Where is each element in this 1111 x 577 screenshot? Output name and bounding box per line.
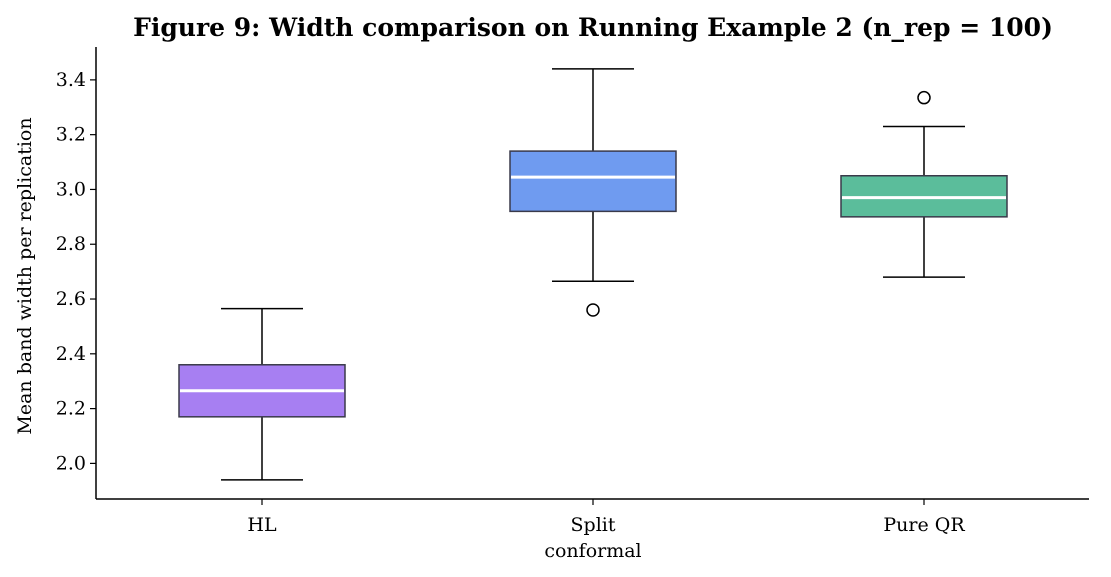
y-tick-label: 3.4 bbox=[56, 69, 86, 91]
x-tick-label: HL bbox=[247, 514, 277, 536]
chart-title: Figure 9: Width comparison on Running Ex… bbox=[133, 13, 1053, 42]
y-tick-label: 2.4 bbox=[56, 343, 86, 365]
y-tick-label: 2.8 bbox=[56, 233, 86, 255]
y-axis-label: Mean band width per replication bbox=[14, 117, 36, 434]
x-tick-label: Split bbox=[571, 514, 616, 536]
outlier-point bbox=[917, 90, 931, 105]
plot-area: 2.0 2.2 2.4 2.6 2.8 3.0 3.2 3.4 HL Split conformal… bbox=[56, 47, 1089, 562]
y-tick-label: 2.0 bbox=[56, 452, 86, 474]
y-tick-label: 2.6 bbox=[56, 288, 86, 310]
outlier-point bbox=[586, 303, 600, 317]
y-tick-label: 2.2 bbox=[56, 398, 86, 420]
y-tick-label: 3.0 bbox=[56, 178, 86, 200]
box-body bbox=[509, 150, 677, 213]
x-tick-label: Pure QR bbox=[883, 514, 965, 536]
y-tick-label: 3.2 bbox=[56, 124, 86, 146]
x-tick-label: conformal bbox=[544, 540, 641, 562]
